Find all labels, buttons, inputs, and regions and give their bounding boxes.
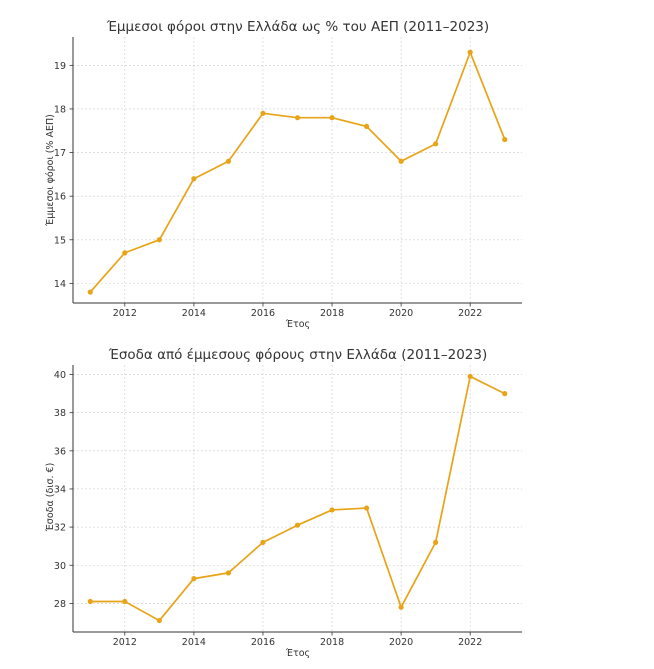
series-line bbox=[89, 51, 506, 293]
data-point bbox=[225, 158, 232, 164]
x-tick-label: 2014 bbox=[182, 308, 206, 319]
y-axis-label: Έμμεσοι φόροι (% ΑΕΠ) bbox=[45, 114, 56, 227]
gridlines bbox=[73, 37, 522, 303]
data-point bbox=[467, 49, 473, 55]
data-point bbox=[122, 250, 128, 256]
y-tick-labels: 28 30 32 34 36 38 40 bbox=[54, 370, 66, 610]
data-point bbox=[433, 141, 439, 147]
data-point bbox=[363, 123, 370, 129]
x-tick-label: 2018 bbox=[320, 308, 344, 319]
y-tick-label: 14 bbox=[54, 279, 66, 290]
axes bbox=[69, 37, 522, 307]
data-point bbox=[329, 115, 335, 121]
x-tick-label: 2014 bbox=[182, 637, 206, 648]
data-point bbox=[225, 570, 232, 576]
y-tick-label: 40 bbox=[54, 370, 66, 381]
data-point bbox=[398, 158, 404, 164]
chart-revenue: Έσοδα από έμμεσους φόρους στην Ελλάδα (2… bbox=[45, 347, 522, 659]
series bbox=[87, 373, 508, 624]
y-tick-label: 15 bbox=[54, 235, 66, 246]
x-axis-label: Έτος bbox=[285, 648, 310, 659]
data-point bbox=[294, 115, 301, 121]
x-tick-label: 2012 bbox=[113, 637, 137, 648]
chart-gdp-share: Έμμεσοι φόροι στην Ελλάδα ως % του ΑΕΠ (… bbox=[45, 19, 522, 330]
x-axis-label: Έτος bbox=[285, 319, 310, 330]
x-tick-label: 2018 bbox=[320, 637, 344, 648]
data-point bbox=[260, 110, 266, 116]
y-axis-label: Έσοδα (δισ. €) bbox=[45, 463, 56, 533]
x-tick-labels: 2012 2014 2016 2018 2020 2022 bbox=[113, 637, 483, 648]
data-point bbox=[260, 539, 266, 545]
x-tick-label: 2016 bbox=[251, 308, 275, 319]
series-line bbox=[90, 375, 506, 622]
chart-title: Έσοδα από έμμεσους φόρους στην Ελλάδα (2… bbox=[108, 347, 487, 363]
chart-title: Έμμεσοι φόροι στην Ελλάδα ως % του ΑΕΠ (… bbox=[106, 19, 489, 35]
y-tick-label: 17 bbox=[54, 148, 66, 159]
y-tick-label: 38 bbox=[54, 408, 66, 419]
data-point bbox=[329, 507, 335, 513]
y-tick-label: 34 bbox=[54, 484, 66, 495]
data-point bbox=[433, 539, 439, 545]
y-tick-label: 36 bbox=[54, 446, 66, 457]
y-tick-label: 28 bbox=[54, 599, 66, 610]
y-tick-label: 19 bbox=[54, 61, 66, 72]
x-tick-labels: 2012 2014 2016 2018 2020 2022 bbox=[113, 308, 483, 319]
x-tick-label: 2016 bbox=[251, 637, 275, 648]
data-point bbox=[398, 604, 404, 610]
x-tick-label: 2022 bbox=[458, 637, 482, 648]
data-point bbox=[191, 176, 197, 182]
x-tick-label: 2020 bbox=[389, 637, 413, 648]
data-point bbox=[191, 576, 197, 582]
series bbox=[87, 49, 508, 295]
x-tick-label: 2020 bbox=[389, 308, 413, 319]
y-tick-label: 32 bbox=[54, 523, 66, 534]
y-tick-label: 30 bbox=[54, 561, 66, 572]
data-point bbox=[122, 598, 128, 605]
y-tick-labels: 14 15 16 17 18 19 bbox=[54, 61, 66, 290]
data-point bbox=[502, 136, 508, 143]
data-point bbox=[156, 237, 162, 243]
x-tick-label: 2022 bbox=[458, 308, 482, 319]
y-tick-label: 18 bbox=[54, 104, 66, 115]
x-tick-label: 2012 bbox=[113, 308, 137, 319]
y-tick-label: 16 bbox=[54, 192, 66, 203]
axes bbox=[69, 365, 522, 636]
data-point bbox=[87, 598, 93, 605]
gridlines bbox=[73, 365, 522, 632]
data-point bbox=[294, 522, 301, 528]
data-point bbox=[502, 391, 508, 397]
data-point bbox=[87, 289, 93, 295]
data-point bbox=[363, 505, 370, 511]
data-point bbox=[467, 373, 473, 380]
data-point bbox=[156, 617, 162, 624]
